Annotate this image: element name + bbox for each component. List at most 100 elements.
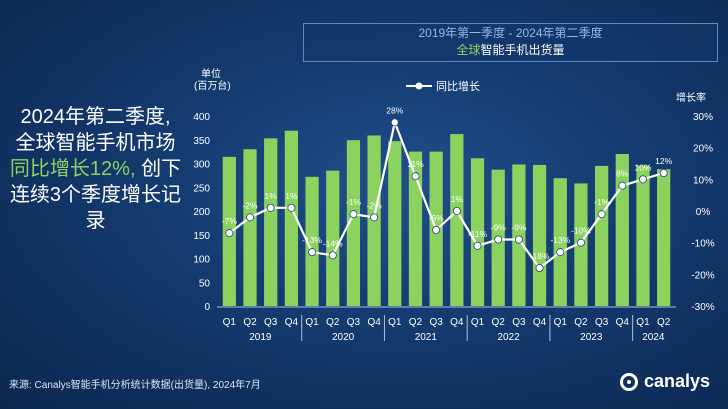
bar xyxy=(346,140,361,306)
right-tick-label: 10% xyxy=(693,175,713,186)
bar xyxy=(243,149,257,306)
left-tick-label: 350 xyxy=(193,136,210,147)
growth-data-label: -6% xyxy=(429,213,445,223)
x-tick-label: Q2 xyxy=(574,317,588,328)
headline-part2: 创下连续3个季度增长记录 xyxy=(9,158,182,232)
growth-data-label: -10% xyxy=(571,226,591,236)
bar xyxy=(512,164,526,306)
left-axis-unit-sub: (百万台) xyxy=(194,79,231,92)
left-axis-unit: 单位 xyxy=(201,67,221,80)
title-highlight: 全球 xyxy=(456,43,481,57)
left-tick-label: 400 xyxy=(193,112,210,123)
growth-data-label: -11% xyxy=(468,229,488,239)
left-tick-label: 0 xyxy=(204,302,210,313)
growth-data-label: -13% xyxy=(550,235,570,245)
growth-marker xyxy=(576,238,585,247)
growth-data-label: 1% xyxy=(285,191,298,201)
right-tick-label: 0% xyxy=(696,207,711,218)
x-tick-label: Q4 xyxy=(616,317,630,328)
x-tick-label: Q3 xyxy=(512,317,526,328)
growth-marker xyxy=(225,229,234,238)
growth-data-label: 28% xyxy=(386,105,403,115)
x-tick-label: Q2 xyxy=(657,317,671,328)
year-label: 2023 xyxy=(580,332,603,343)
bar xyxy=(657,169,671,306)
x-tick-label: Q1 xyxy=(223,317,237,328)
growth-marker xyxy=(287,203,296,212)
legend-label: 同比增长 xyxy=(436,79,480,93)
title-rest: 智能手机出货量 xyxy=(480,43,565,57)
left-tick-label: 100 xyxy=(193,255,210,266)
bar xyxy=(264,138,278,306)
x-tick-label: Q4 xyxy=(367,317,381,328)
growth-marker xyxy=(618,181,627,190)
growth-data-label: 1% xyxy=(265,191,278,201)
growth-marker xyxy=(328,251,337,260)
growth-marker xyxy=(246,213,255,222)
x-tick-label: Q2 xyxy=(326,317,340,328)
growth-marker xyxy=(452,206,461,215)
right-tick-label: -20% xyxy=(691,270,714,281)
right-tick-label: -30% xyxy=(691,302,714,313)
growth-marker xyxy=(349,210,358,219)
growth-marker xyxy=(473,241,482,250)
x-tick-label: Q3 xyxy=(347,317,361,328)
headline-highlight: 同比增长12%, xyxy=(9,158,136,180)
bar xyxy=(470,158,485,306)
bar xyxy=(636,165,650,306)
right-tick-label: 30% xyxy=(693,112,713,123)
bar xyxy=(326,170,340,306)
x-tick-label: Q1 xyxy=(636,317,650,328)
growth-data-label: 12% xyxy=(655,156,672,166)
growth-marker xyxy=(370,213,379,222)
year-label: 2020 xyxy=(332,332,355,343)
headline-part1: 2024年第二季度, 全球智能手机市场 xyxy=(15,106,176,154)
year-label: 2022 xyxy=(497,332,520,343)
x-tick-label: Q1 xyxy=(388,317,402,328)
growth-data-label: 1% xyxy=(451,194,464,204)
x-tick-label: Q1 xyxy=(554,317,568,328)
x-tick-label: Q4 xyxy=(285,317,299,328)
growth-marker xyxy=(638,175,647,184)
x-tick-label: Q2 xyxy=(243,317,257,328)
source-note: 来源: Canalys智能手机分析统计数据(出货量), 2024年7月 xyxy=(9,380,261,391)
growth-marker xyxy=(659,168,668,177)
x-tick-label: Q4 xyxy=(450,317,464,328)
growth-data-label: 11% xyxy=(407,159,424,169)
growth-marker xyxy=(535,263,544,272)
growth-data-label: -7% xyxy=(222,216,238,226)
growth-data-label: -9% xyxy=(491,223,507,233)
bar xyxy=(284,130,299,306)
growth-marker xyxy=(597,210,606,219)
period-range: 2019年第一季度 - 2024年第二季度 xyxy=(418,26,603,40)
x-tick-label: Q1 xyxy=(471,317,485,328)
x-tick-label: Q2 xyxy=(409,317,423,328)
growth-marker xyxy=(556,248,565,257)
bar xyxy=(450,134,464,306)
bar xyxy=(388,141,402,306)
left-tick-label: 300 xyxy=(193,160,210,171)
growth-data-label: 10% xyxy=(634,162,651,172)
growth-data-label: -13% xyxy=(302,235,322,245)
growth-marker xyxy=(514,235,523,244)
legend-marker xyxy=(415,82,423,90)
left-tick-label: 150 xyxy=(193,231,210,242)
growth-marker xyxy=(390,118,399,127)
x-tick-label: Q1 xyxy=(305,317,319,328)
left-tick-label: 50 xyxy=(199,278,211,289)
bar xyxy=(594,165,609,306)
canalys-logo-icon xyxy=(620,372,638,391)
growth-data-label: -9% xyxy=(511,223,527,233)
year-label: 2024 xyxy=(642,332,665,343)
chart-header: 2019年第一季度 - 2024年第二季度 全球智能手机出货量 xyxy=(303,23,718,62)
growth-data-label: -1% xyxy=(594,197,610,207)
x-tick-label: Q3 xyxy=(429,317,443,328)
growth-data-label: -2% xyxy=(242,200,258,210)
growth-data-label: -2% xyxy=(367,200,383,210)
growth-line xyxy=(228,118,664,270)
canalys-logo: canalys xyxy=(620,371,710,392)
x-tick-label: Q3 xyxy=(264,317,278,328)
bar xyxy=(305,176,319,306)
chart-title: 全球智能手机出货量 xyxy=(304,42,717,59)
